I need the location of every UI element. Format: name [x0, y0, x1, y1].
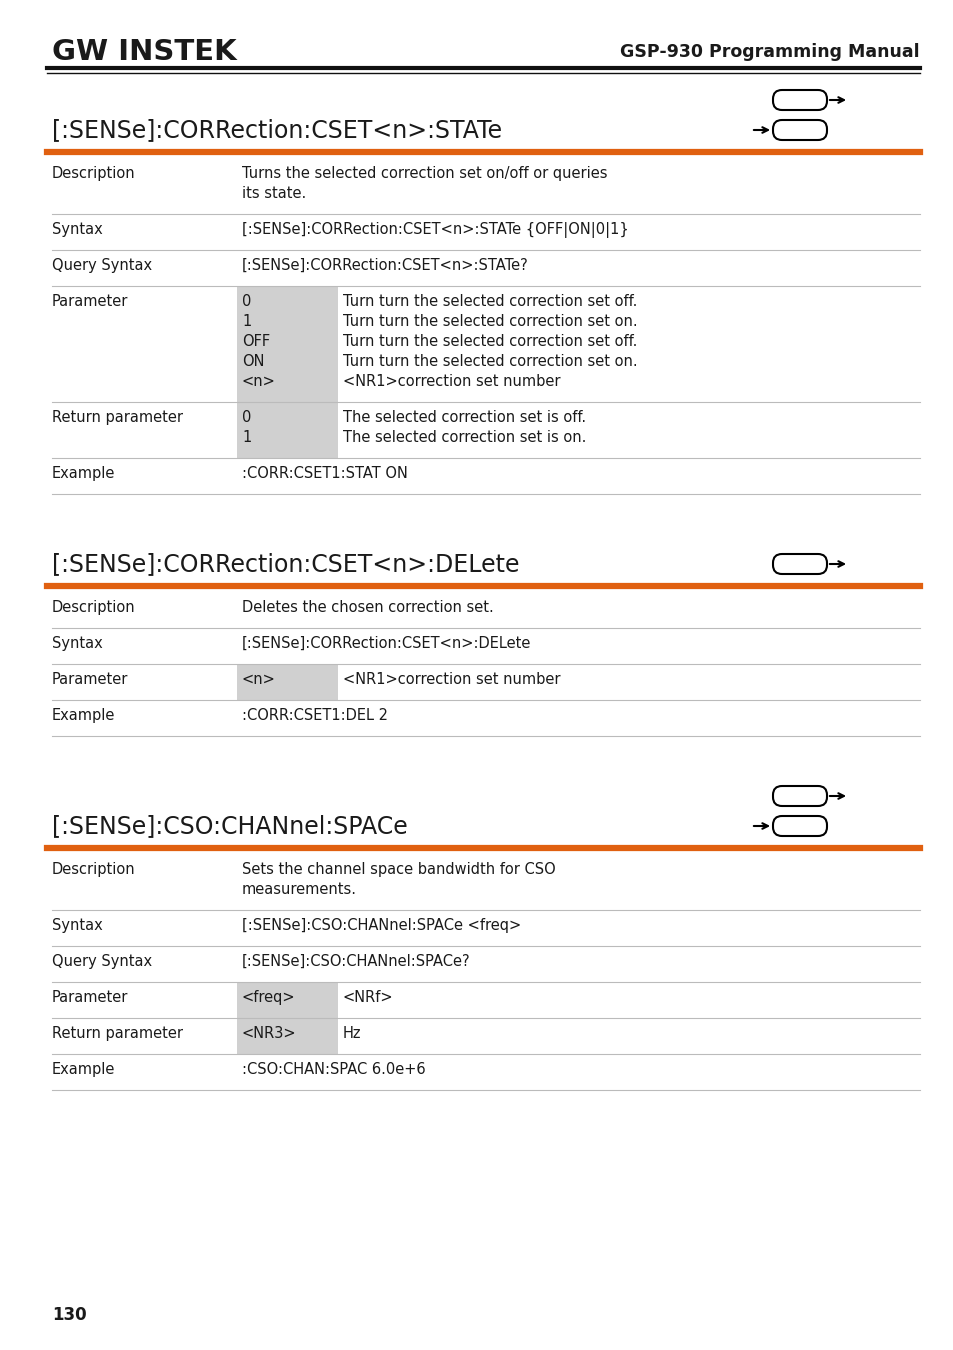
Text: :CORR:CSET1:STAT ON: :CORR:CSET1:STAT ON	[242, 466, 408, 481]
Text: Turn turn the selected correction set off.: Turn turn the selected correction set of…	[343, 333, 637, 350]
Text: [:SENSe]:CSO:CHANnel:SPACe: [:SENSe]:CSO:CHANnel:SPACe	[52, 814, 407, 838]
Text: Query Syntax: Query Syntax	[52, 258, 152, 273]
Text: [:SENSe]:CORRection:CSET<n>:DELete: [:SENSe]:CORRection:CSET<n>:DELete	[52, 552, 519, 576]
Bar	[236, 981, 337, 1018]
Text: Deletes the chosen correction set.: Deletes the chosen correction set.	[242, 599, 494, 616]
Text: Turns the selected correction set on/off or queries: Turns the selected correction set on/off…	[242, 166, 607, 181]
Text: Hz: Hz	[343, 1026, 361, 1041]
Text: The selected correction set is on.: The selected correction set is on.	[343, 431, 586, 446]
Text: Description: Description	[52, 863, 135, 878]
Text: 1: 1	[242, 315, 251, 329]
Text: <n>: <n>	[242, 374, 275, 389]
Text: Description: Description	[52, 599, 135, 616]
Text: Description: Description	[52, 166, 135, 181]
Text: Turn turn the selected correction set off.: Turn turn the selected correction set of…	[343, 294, 637, 309]
Text: Parameter: Parameter	[52, 294, 129, 309]
Text: [:SENSe]:CORRection:CSET<n>:STATe?: [:SENSe]:CORRection:CSET<n>:STATe?	[242, 258, 528, 273]
Text: [:SENSe]:CORRection:CSET<n>:STATe {OFF|ON|0|1}: [:SENSe]:CORRection:CSET<n>:STATe {OFF|O…	[242, 221, 628, 238]
FancyBboxPatch shape	[772, 554, 826, 574]
Bar	[236, 286, 337, 402]
Text: Syntax: Syntax	[52, 918, 103, 933]
Text: 0: 0	[242, 294, 251, 309]
Text: Parameter: Parameter	[52, 990, 129, 1004]
Text: [:SENSe]:CSO:CHANnel:SPACe?: [:SENSe]:CSO:CHANnel:SPACe?	[242, 954, 470, 969]
Text: Example: Example	[52, 466, 115, 481]
FancyBboxPatch shape	[772, 90, 826, 109]
Text: The selected correction set is off.: The selected correction set is off.	[343, 410, 585, 425]
Text: ON: ON	[242, 354, 264, 369]
Text: Syntax: Syntax	[52, 636, 103, 651]
Text: <NRf>: <NRf>	[343, 990, 394, 1004]
Text: <NR3>: <NR3>	[242, 1026, 296, 1041]
FancyBboxPatch shape	[772, 120, 826, 140]
Bar	[236, 664, 337, 701]
Text: <n>: <n>	[242, 672, 275, 687]
Text: 130: 130	[52, 1305, 87, 1324]
Text: [:SENSe]:CSO:CHANnel:SPACe <freq>: [:SENSe]:CSO:CHANnel:SPACe <freq>	[242, 918, 520, 933]
Text: Syntax: Syntax	[52, 221, 103, 238]
Text: :CORR:CSET1:DEL 2: :CORR:CSET1:DEL 2	[242, 707, 388, 724]
Text: :CSO:CHAN:SPAC 6.0e+6: :CSO:CHAN:SPAC 6.0e+6	[242, 1062, 425, 1077]
Text: [:SENSe]:CORRection:CSET<n>:STATe: [:SENSe]:CORRection:CSET<n>:STATe	[52, 117, 501, 142]
Text: 0: 0	[242, 410, 251, 425]
Text: Query Syntax: Query Syntax	[52, 954, 152, 969]
Text: Example: Example	[52, 1062, 115, 1077]
Text: <NR1>correction set number: <NR1>correction set number	[343, 672, 560, 687]
Text: measurements.: measurements.	[242, 882, 356, 896]
Text: GSP-930 Programming Manual: GSP-930 Programming Manual	[619, 43, 919, 61]
Text: Return parameter: Return parameter	[52, 1026, 183, 1041]
Text: Sets the channel space bandwidth for CSO: Sets the channel space bandwidth for CSO	[242, 863, 556, 878]
Bar	[236, 402, 337, 458]
Text: Parameter: Parameter	[52, 672, 129, 687]
FancyBboxPatch shape	[772, 786, 826, 806]
Text: GW INSTEK: GW INSTEK	[52, 38, 236, 66]
Text: [:SENSe]:CORRection:CSET<n>:DELete: [:SENSe]:CORRection:CSET<n>:DELete	[242, 636, 531, 651]
Text: Turn turn the selected correction set on.: Turn turn the selected correction set on…	[343, 315, 637, 329]
Text: its state.: its state.	[242, 186, 306, 201]
Text: Turn turn the selected correction set on.: Turn turn the selected correction set on…	[343, 354, 637, 369]
Text: <NR1>correction set number: <NR1>correction set number	[343, 374, 560, 389]
Text: Example: Example	[52, 707, 115, 724]
Text: <freq>: <freq>	[242, 990, 295, 1004]
FancyBboxPatch shape	[772, 815, 826, 836]
Bar	[236, 1018, 337, 1054]
Text: 1: 1	[242, 431, 251, 446]
Text: OFF: OFF	[242, 333, 270, 350]
Text: Return parameter: Return parameter	[52, 410, 183, 425]
